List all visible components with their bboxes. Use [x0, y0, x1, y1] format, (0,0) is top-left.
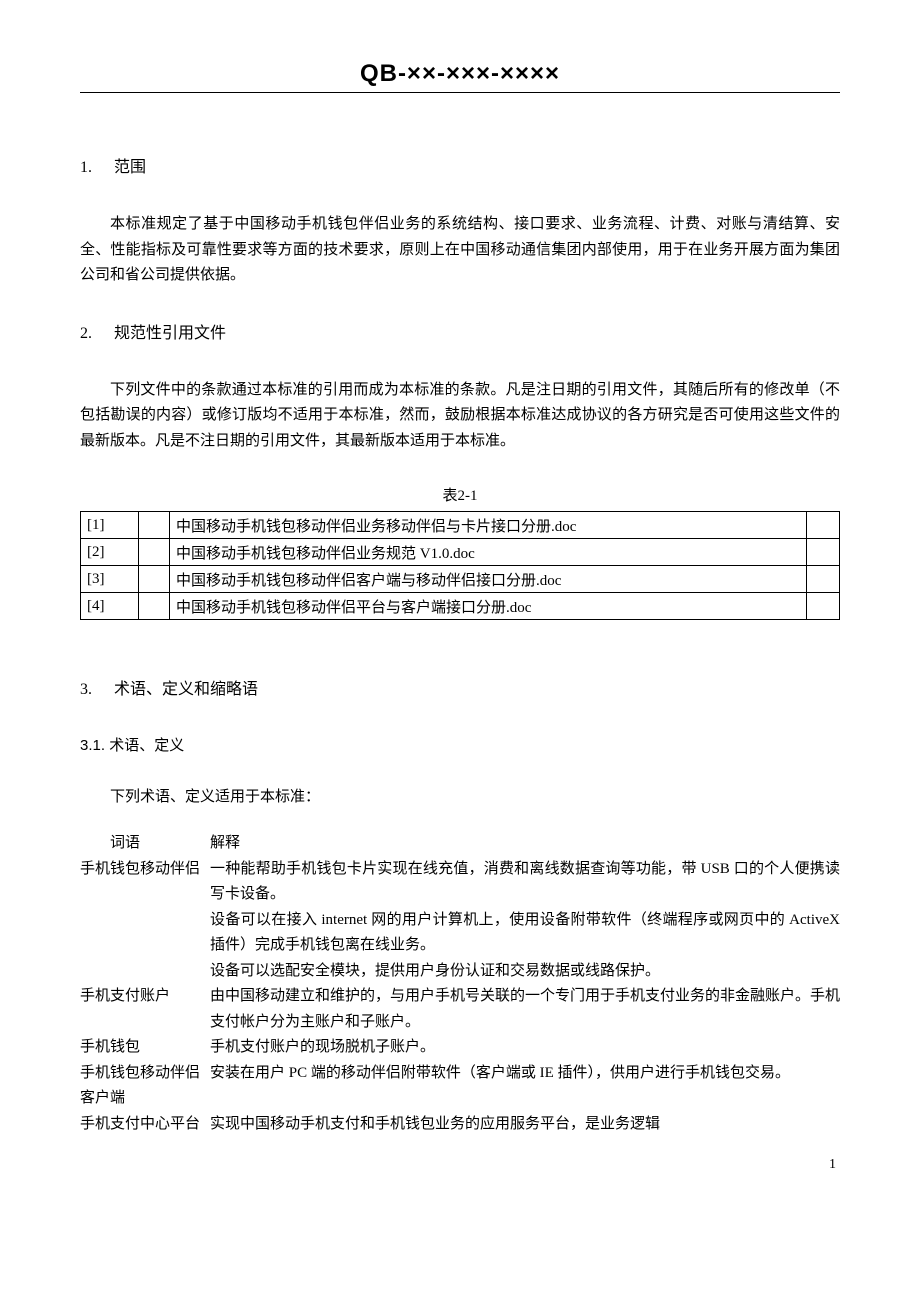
ref-title: 中国移动手机钱包移动伴侣业务移动伴侣与卡片接口分册.doc [170, 512, 807, 539]
term-label: 手机钱包 [80, 1035, 210, 1061]
term-label [80, 959, 210, 985]
section-2-number: 2. [80, 325, 110, 343]
table-row: [1] 中国移动手机钱包移动伴侣业务移动伴侣与卡片接口分册.doc [81, 512, 840, 539]
section-1-heading: 1. 范围 [80, 153, 840, 177]
section-3-1-number: 3.1. [80, 737, 105, 754]
ref-end [807, 593, 840, 620]
document-code-header: QB-××-×××-×××× [80, 60, 840, 93]
terms-header-desc: 解释 [210, 831, 840, 857]
reference-table-body: [1] 中国移动手机钱包移动伴侣业务移动伴侣与卡片接口分册.doc [2] 中国… [81, 512, 840, 620]
ref-idx: [4] [81, 593, 139, 620]
section-3-number: 3. [80, 681, 110, 699]
table-row: [2] 中国移动手机钱包移动伴侣业务规范 V1.0.doc [81, 539, 840, 566]
term-label: 手机支付中心平台 [80, 1112, 210, 1138]
term-label [80, 908, 210, 959]
section-3-heading: 3. 术语、定义和缩略语 [80, 675, 840, 699]
table-2-1-caption: 表2-1 [80, 484, 840, 505]
term-desc: 由中国移动建立和维护的，与用户手机号关联的一个专门用于手机支付业务的非金融账户。… [210, 984, 840, 1035]
section-2-title: 规范性引用文件 [114, 325, 226, 342]
section-3-1-heading: 3.1. 术语、定义 [80, 734, 840, 755]
term-label: 手机支付账户 [80, 984, 210, 1035]
table-row: [4] 中国移动手机钱包移动伴侣平台与客户端接口分册.doc [81, 593, 840, 620]
table-row: [3] 中国移动手机钱包移动伴侣客户端与移动伴侣接口分册.doc [81, 566, 840, 593]
ref-blank [139, 566, 170, 593]
ref-end [807, 539, 840, 566]
ref-title: 中国移动手机钱包移动伴侣平台与客户端接口分册.doc [170, 593, 807, 620]
term-desc: 实现中国移动手机支付和手机钱包业务的应用服务平台，是业务逻辑 [210, 1112, 840, 1138]
page-container: QB-××-×××-×××× 1. 范围 本标准规定了基于中国移动手机钱包伴侣业… [0, 0, 920, 1213]
section-2-body: 下列文件中的条款通过本标准的引用而成为本标准的条款。凡是注日期的引用文件，其随后… [80, 378, 840, 455]
term-label: 手机钱包移动伴侣客户端 [80, 1061, 210, 1112]
section-3-title: 术语、定义和缩略语 [114, 681, 258, 698]
ref-blank [139, 539, 170, 566]
ref-idx: [2] [81, 539, 139, 566]
ref-blank [139, 512, 170, 539]
ref-title: 中国移动手机钱包移动伴侣客户端与移动伴侣接口分册.doc [170, 566, 807, 593]
ref-idx: [1] [81, 512, 139, 539]
section-3-1-title: 术语、定义 [109, 737, 184, 754]
reference-table: [1] 中国移动手机钱包移动伴侣业务移动伴侣与卡片接口分册.doc [2] 中国… [80, 511, 840, 620]
section-1-body: 本标准规定了基于中国移动手机钱包伴侣业务的系统结构、接口要求、业务流程、计费、对… [80, 212, 840, 289]
term-desc: 设备可以在接入 internet 网的用户计算机上，使用设备附带软件（终端程序或… [210, 908, 840, 959]
terms-header-term: 词语 [80, 831, 210, 857]
ref-idx: [3] [81, 566, 139, 593]
section-2-heading: 2. 规范性引用文件 [80, 319, 840, 343]
terms-intro: 下列术语、定义适用于本标准： [80, 785, 840, 806]
ref-end [807, 512, 840, 539]
section-1-title: 范围 [114, 159, 146, 176]
term-desc: 安装在用户 PC 端的移动伴侣附带软件（客户端或 IE 插件），供用户进行手机钱… [210, 1061, 840, 1112]
term-desc: 一种能帮助手机钱包卡片实现在线充值，消费和离线数据查询等功能，带 USB 口的个… [210, 857, 840, 908]
term-desc: 设备可以选配安全模块，提供用户身份认证和交易数据或线路保护。 [210, 959, 840, 985]
terms-grid: 词语 解释 手机钱包移动伴侣 一种能帮助手机钱包卡片实现在线充值，消费和离线数据… [80, 831, 840, 1137]
term-desc: 手机支付账户的现场脱机子账户。 [210, 1035, 840, 1061]
term-label: 手机钱包移动伴侣 [80, 857, 210, 908]
page-number: 1 [80, 1157, 840, 1173]
ref-end [807, 566, 840, 593]
section-1-number: 1. [80, 159, 110, 177]
ref-title: 中国移动手机钱包移动伴侣业务规范 V1.0.doc [170, 539, 807, 566]
ref-blank [139, 593, 170, 620]
